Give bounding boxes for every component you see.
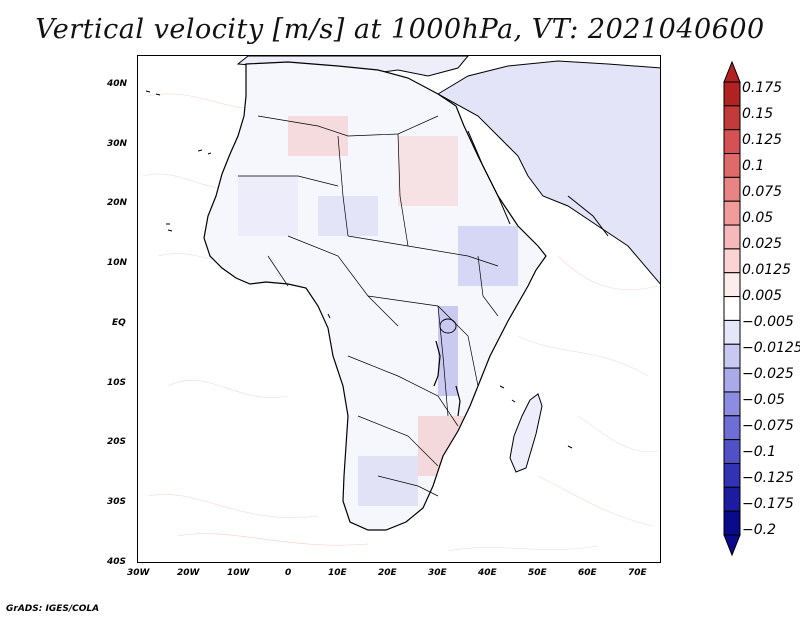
y-tick-label: 10S [107,378,127,388]
y-tick-label: 20S [107,437,127,447]
x-tick-label: 20W [177,568,200,578]
x-tick-label: 30W [127,568,150,578]
lake-malawi [455,385,461,417]
colorbar-swatch [723,343,741,369]
colorbar-swatch [723,248,741,274]
madagascar [509,393,543,473]
lake-tanganyika [433,340,441,387]
x-tick-label: 30E [428,568,447,578]
x-tick-label: 40E [478,568,497,578]
colorbar-swatch [723,367,741,393]
africa-map [142,56,660,552]
x-tick-label: 60E [578,568,597,578]
colorbar [723,60,741,557]
x-tick-label: 50E [528,568,547,578]
x-tick-label: 0 [285,568,292,578]
colorbar-bottom-arrow [723,534,741,557]
chart-title: Vertical velocity [m/s] at 1000hPa, VT: … [35,14,765,45]
colorbar-swatch [723,510,741,536]
colorbar-swatch [723,200,741,226]
y-tick-label: 40S [107,557,127,567]
x-tick-label: 10E [328,568,347,578]
colorbar-label: −0.005 [742,314,794,330]
colorbar-label: −0.1 [742,444,776,460]
colorbar-label: 0.05 [742,210,774,226]
colorbar-label: −0.025 [742,366,794,382]
x-tick-label: 20E [378,568,397,578]
colorbar-label: 0.0125 [742,262,791,278]
colorbar-swatch [723,415,741,441]
middle-east-land [436,60,660,285]
islands [145,90,573,449]
colorbar-swatch [723,105,741,131]
colorbar-swatch [723,176,741,202]
ocean-noise [142,93,659,552]
colorbar-swatch [723,439,741,464]
colorbar-label: 0.125 [742,132,783,148]
colorbar-label: −0.2 [742,522,776,538]
lake-victoria [439,318,457,334]
colorbar-label: 0.175 [742,80,783,96]
colorbar-swatch [723,296,741,321]
y-tick-label: EQ [112,318,126,328]
colorbar-label: −0.175 [742,496,794,512]
colorbar-swatch [723,391,741,417]
footer-credit: GrADS: IGES/COLA [6,604,100,614]
colorbar-swatch [723,486,741,512]
y-tick-label: 30S [107,497,127,507]
colorbar-label: −0.0125 [742,340,800,356]
colorbar-swatch [723,462,741,488]
colorbar-swatch [723,272,741,298]
colorbar-label: −0.125 [742,470,794,486]
y-tick-label: 30N [107,139,128,149]
y-tick-label: 20N [107,198,128,208]
x-tick-label: 70E [628,568,647,578]
colorbar-label: 0.15 [742,106,774,122]
colorbar-swatch [723,129,741,155]
colorbar-label: 0.075 [742,184,783,200]
colorbar-label: 0.1 [742,158,765,174]
colorbar-swatch [723,319,741,345]
colorbar-label: −0.075 [742,418,794,434]
map-panel [137,55,661,563]
colorbar-swatch [723,224,741,250]
y-tick-label: 40N [107,79,128,89]
colorbar-label: −0.05 [742,392,785,408]
colorbar-swatch [723,81,741,107]
x-tick-label: 10W [227,568,250,578]
colorbar-swatch [723,153,741,178]
colorbar-label: 0.025 [742,236,783,252]
colorbar-label: 0.005 [742,288,783,304]
colorbar-top-arrow [723,60,741,83]
y-tick-label: 10N [107,258,128,268]
